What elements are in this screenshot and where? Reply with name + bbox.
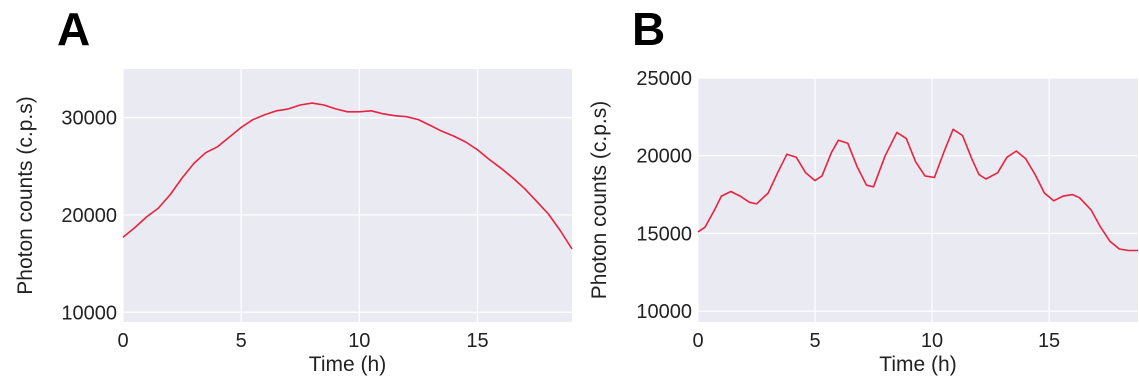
chart-a-y-tick-label: 10000 bbox=[61, 302, 117, 324]
panel-letter-b: B bbox=[632, 3, 666, 55]
chart-b-y-tick-label: 25000 bbox=[636, 68, 692, 90]
chart-a-plot-area bbox=[123, 69, 572, 322]
chart-b-series-line bbox=[697, 128, 1138, 252]
chart-b-y-axis-label: Photon counts (c.p.s) bbox=[588, 101, 611, 299]
chart-a-x-axis-label: Time (h) bbox=[309, 353, 386, 376]
chart-b-plot-area bbox=[698, 78, 1138, 322]
chart-b-x-tick-label: 10 bbox=[921, 330, 943, 352]
chart-b-x-tick-label: 0 bbox=[692, 330, 703, 352]
panel-letter-a: A bbox=[57, 3, 91, 55]
chart-b-y-tick-label: 15000 bbox=[636, 223, 692, 245]
chart-a-y-tick-label: 30000 bbox=[61, 108, 117, 130]
chart-b-x-axis-label: Time (h) bbox=[879, 353, 956, 376]
chart-a-x-tick-label: 15 bbox=[466, 330, 488, 352]
chart-a-x-tick-label: 0 bbox=[117, 330, 128, 352]
chart-b-y-tick-label: 20000 bbox=[636, 146, 692, 168]
chart-a-x-tick-label: 5 bbox=[236, 330, 247, 352]
chart-a-series-line bbox=[122, 102, 573, 250]
chart-a-y-tick-label: 20000 bbox=[61, 205, 117, 227]
chart-b-x-tick-label: 5 bbox=[809, 330, 820, 352]
chart-a-x-tick-label: 10 bbox=[348, 330, 370, 352]
chart-a-y-axis-label: Photon counts (c.p.s) bbox=[14, 96, 37, 294]
chart-b-y-tick-label: 10000 bbox=[636, 301, 692, 323]
chart-b-x-tick-label: 15 bbox=[1038, 330, 1060, 352]
